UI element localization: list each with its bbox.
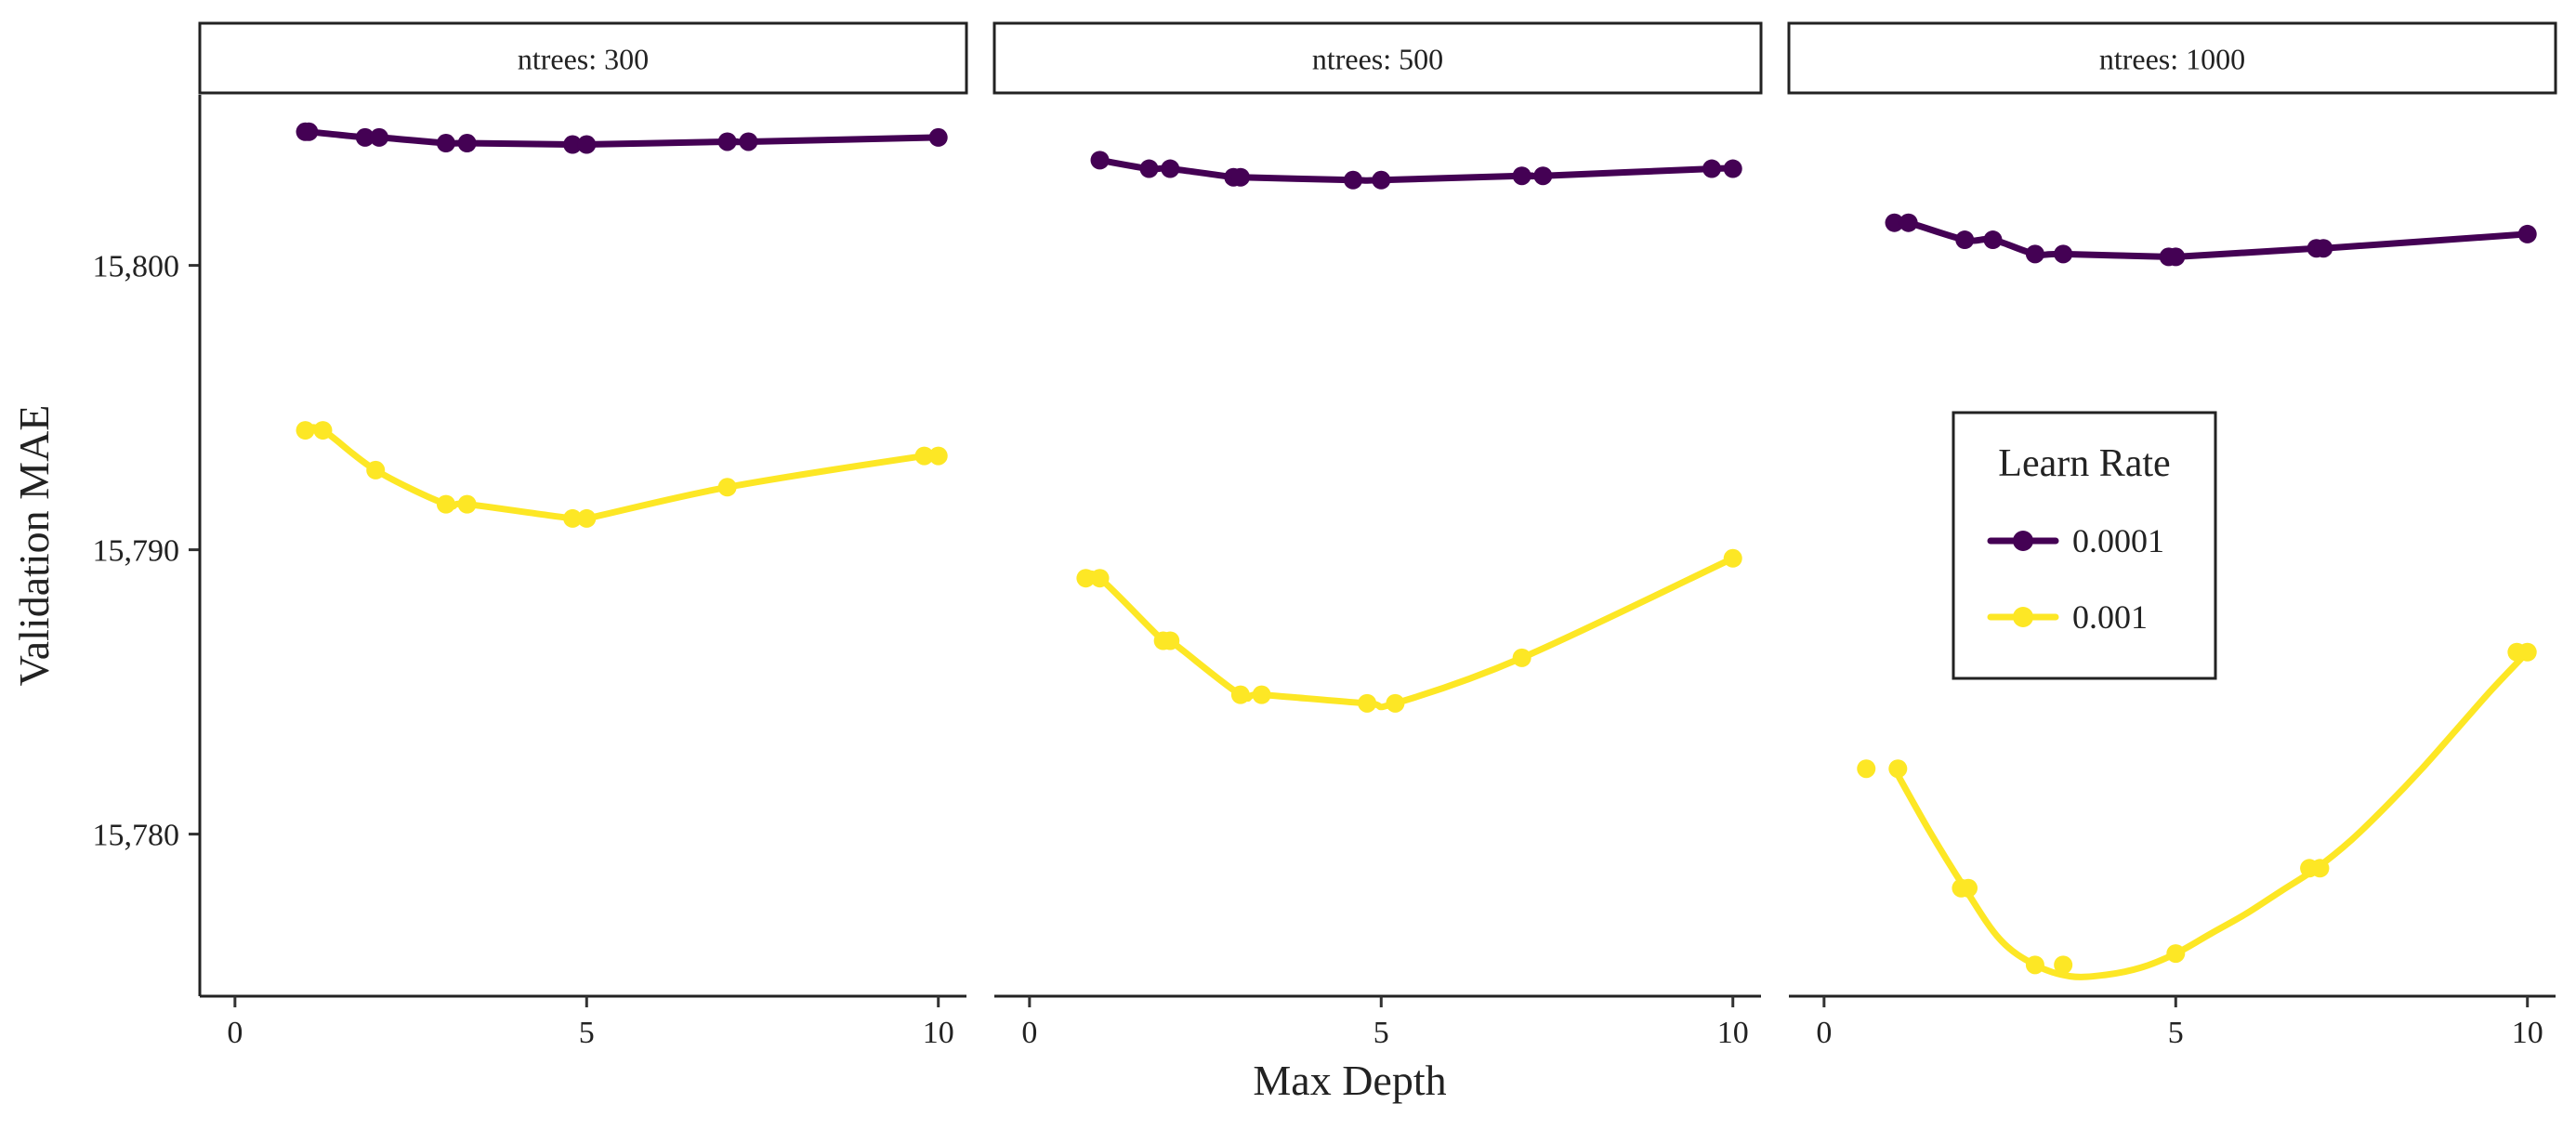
data-point (436, 134, 455, 153)
y-axis-title: Validation MAE (10, 405, 58, 687)
data-point (2166, 944, 2186, 964)
data-point (355, 127, 375, 147)
data-point (1723, 159, 1742, 178)
data-point (457, 494, 477, 514)
x-tick-label: 0 (227, 1016, 243, 1050)
data-point (1230, 685, 1250, 704)
data-point (1230, 167, 1250, 187)
series-0.0001 (296, 122, 948, 154)
legend-entry: 0.0001 (1987, 522, 2164, 559)
data-point (1344, 170, 1363, 190)
facet-strip (198, 21, 968, 95)
data-point (717, 478, 737, 497)
data-point (2517, 224, 2537, 243)
series-0.001 (296, 421, 948, 528)
data-point (577, 508, 597, 528)
x-tick-label: 5 (2168, 1016, 2184, 1050)
data-point (1955, 230, 1975, 250)
legend: Learn Rate 0.0001 0.001 (1952, 411, 2217, 680)
data-point (1161, 631, 1180, 650)
data-point (1139, 159, 1159, 178)
data-point (1358, 693, 1377, 713)
series-0.0001 (1885, 213, 2537, 267)
facet-strip-label: ntrees: 300 (518, 43, 649, 76)
data-point (928, 446, 948, 466)
legend-label: 0.0001 (2072, 522, 2164, 559)
y-tick-label: 15,800 (93, 250, 180, 284)
data-point (1161, 159, 1180, 178)
y-tick-label: 15,780 (93, 819, 180, 853)
data-point (563, 135, 583, 154)
data-point (1857, 759, 1876, 779)
x-tick-label: 5 (1373, 1016, 1389, 1050)
data-point (366, 460, 386, 480)
data-point (2025, 955, 2044, 975)
x-tick-label: 10 (923, 1016, 954, 1050)
data-point (1090, 151, 1110, 170)
data-point (1386, 693, 1405, 713)
data-point (1959, 878, 1978, 898)
data-point (1899, 213, 1918, 232)
data-point (1076, 569, 1096, 588)
legend-label: 0.001 (2072, 598, 2148, 636)
facet-strip (992, 21, 1763, 95)
data-point (1702, 159, 1722, 178)
series-line (1891, 649, 2531, 980)
data-point (2314, 239, 2333, 258)
data-point (1983, 230, 2003, 250)
x-tick-label: 10 (2512, 1016, 2543, 1050)
data-point (1372, 170, 1391, 190)
series-0.001 (1076, 548, 1742, 713)
data-point (1723, 548, 1742, 568)
data-point (1533, 166, 1553, 186)
data-point (296, 421, 315, 440)
data-point (370, 127, 389, 147)
legend-key-point (2013, 531, 2033, 551)
x-tick-label: 10 (1717, 1016, 1749, 1050)
legend-title: Learn Rate (1998, 442, 2170, 485)
data-point (313, 421, 333, 440)
data-point (2517, 642, 2537, 662)
data-point (563, 508, 583, 528)
data-point (436, 494, 455, 514)
data-point (1512, 648, 1531, 667)
data-point (1888, 759, 1908, 779)
x-tick-label: 0 (1021, 1016, 1037, 1050)
facet-strip-label: ntrees: 1000 (2099, 43, 2245, 76)
data-point (2054, 955, 2073, 975)
x-tick-label: 5 (579, 1016, 595, 1050)
data-point (1252, 685, 1271, 704)
legend-key-point (2013, 607, 2033, 627)
data-point (2310, 859, 2330, 878)
data-point (2054, 244, 2073, 264)
data-point (739, 132, 758, 151)
data-point (1090, 569, 1110, 588)
data-point (1512, 166, 1531, 186)
facet-strip-label: ntrees: 500 (1312, 43, 1443, 76)
data-point (577, 135, 597, 154)
data-point (2166, 247, 2186, 267)
data-point (928, 127, 948, 147)
data-point (1885, 213, 1904, 232)
series-0.001 (1857, 642, 2537, 980)
series-0.0001 (1090, 151, 1742, 190)
legend-box (1952, 411, 2217, 680)
facet-strip (1787, 21, 2557, 95)
data-point (717, 132, 737, 151)
legend-entry: 0.001 (1987, 598, 2148, 636)
data-point (457, 134, 477, 153)
data-point (299, 122, 319, 141)
data-point (914, 446, 934, 466)
x-tick-label: 0 (1816, 1016, 1832, 1050)
y-tick-label: 15,790 (93, 534, 180, 569)
x-axis-title: Max Depth (1253, 1057, 1446, 1104)
data-point (2025, 244, 2044, 264)
